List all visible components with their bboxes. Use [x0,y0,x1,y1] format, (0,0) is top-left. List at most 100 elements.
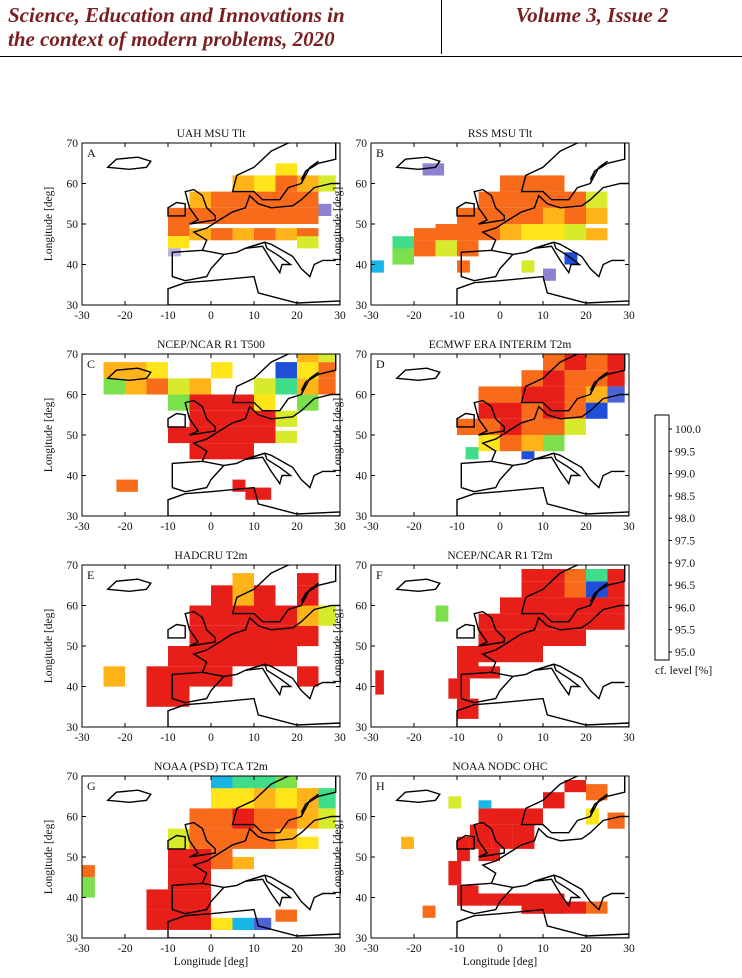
land-shape [245,875,291,906]
grid-cell [211,917,233,930]
grid-cell [168,869,190,890]
grid-cell [211,776,233,789]
x-tick-label: -10 [160,521,176,533]
colorbar-tick-label: 98.5 [675,491,695,503]
grid-cell [125,362,147,379]
coastline [167,697,340,727]
colorbar-tick-label: 96.5 [675,580,695,592]
coastline [520,143,626,201]
grid-cell [168,909,190,930]
grid-cell [232,191,254,208]
x-tick-label: 10 [248,521,260,533]
land-shape [107,790,151,803]
coastline [184,821,217,858]
grid-cell [211,788,233,809]
x-tick-label: 0 [497,521,503,533]
land-shape [245,242,291,273]
grid-cell [478,800,492,809]
y-tick-label: 50 [67,852,79,864]
coastline [167,412,186,428]
coastline [192,604,340,673]
grid-cell [543,224,565,241]
coastline [192,182,340,251]
grid-cell [543,569,565,582]
panel-letter: E [87,568,94,582]
y-tick-label: 50 [356,430,368,442]
grid-cell [543,629,565,646]
land-shape [396,579,440,592]
coastline [245,874,293,908]
grid-cell [564,629,586,646]
land-shape [457,909,629,938]
grid-cell [275,228,297,241]
grid-cell [275,175,297,192]
grid-cell [500,597,522,614]
grid-cell [232,828,254,849]
grid-cell [297,585,319,606]
grid-cell [500,386,522,403]
coastline [167,908,340,938]
coastline [300,160,319,184]
grid-cell [500,629,522,646]
coastline [192,815,340,884]
coastline [106,367,152,382]
grid-cell [103,666,125,687]
grid-cell [254,426,276,444]
grid-cell [254,808,276,829]
coastline [223,452,336,489]
x-tick-label: 10 [248,310,260,322]
x-tick-label: -20 [117,943,133,955]
x-tick-label: 10 [248,943,260,955]
y-tick-label: 60 [356,179,368,191]
land-shape [461,461,513,492]
grid-cell [521,260,535,273]
grid-cell [168,666,190,687]
grid-cell [254,207,276,224]
grid-cell [297,207,319,224]
x-tick-label: -30 [363,943,379,955]
coastline [460,671,515,704]
grid-cell [146,666,168,707]
grid-cell [500,893,522,906]
y-tick-label: 70 [356,138,368,150]
x-tick-label: -30 [74,310,90,322]
x-tick-label: -20 [406,732,422,744]
grid-cell [543,792,565,809]
grid-cell [211,848,233,870]
coastline [456,697,629,727]
grid-cell [543,354,565,371]
x-tick-label: -10 [449,732,465,744]
y-tick-label: 60 [67,390,79,402]
y-tick-label: 30 [356,511,368,523]
colorbar-tick-label: 99.0 [675,469,695,481]
colorbar: 95.0 95.5 96.0 96.5 97.0 97.5 98.0 98.5 99.0 99.5… [654,414,712,677]
grid-cell [297,666,319,687]
grid-cell [297,236,319,249]
grid-cell [586,191,608,208]
y-axis-label: Longitude [deg] [332,398,344,472]
coastline [512,452,625,489]
y-tick-label: 50 [67,641,79,653]
grid-cell [318,175,336,192]
y-tick-label: 30 [67,722,79,734]
x-tick-label: 20 [580,310,592,322]
grid-cell [500,646,522,663]
grid-cell [189,378,211,395]
grid-cell [543,386,565,403]
grid-cell [521,418,543,435]
panel-letter: G [87,779,96,793]
coastline [223,874,336,911]
grid-cell [297,836,319,849]
grid-cell [189,869,211,890]
y-axis-label: Longitude [deg] [43,398,55,472]
grid-cell [607,386,625,403]
x-axis-label: Longitude [deg] [174,956,248,968]
grid-cell [607,569,625,582]
grid-cell [564,224,586,241]
y-tick-label: 40 [67,471,79,483]
coastline [456,834,475,850]
grid-cell [543,175,565,192]
y-tick-label: 40 [356,260,368,272]
grid-cell [478,418,500,435]
grid-cell [254,175,276,192]
